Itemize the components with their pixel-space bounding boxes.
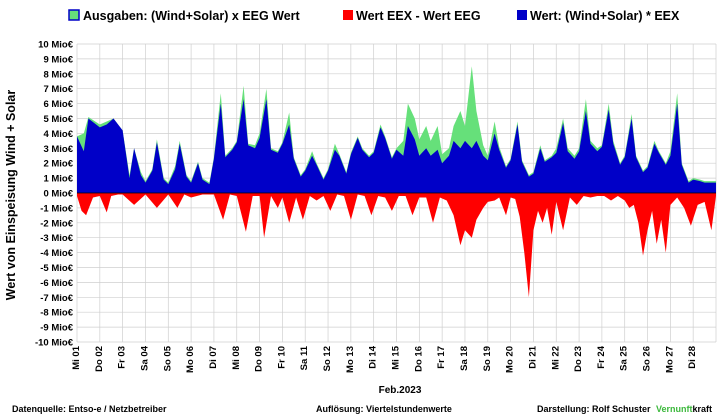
x-tick-label: Di 21 [527, 345, 538, 368]
x-tick-label: Do 02 [94, 346, 105, 372]
y-tick-label: 2 Mio€ [43, 159, 73, 170]
x-tick-label: So 12 [322, 346, 333, 371]
footer-brand: Vernunftkraft [656, 404, 712, 414]
x-tick-label: Sa 04 [139, 345, 150, 371]
footer-resolution: Auflösung: Viertelstundenwerte [316, 404, 452, 414]
y-tick-label: -5 Mio€ [40, 263, 73, 274]
area-eex-minus-eeg [77, 193, 716, 298]
footer-source: Datenquelle: Entso-e / Netzbetreiber [12, 404, 167, 414]
footer-brand-part2: kraft [693, 404, 713, 414]
legend-label-eeg: Ausgaben: (Wind+Solar) x EEG Wert [83, 9, 301, 23]
y-tick-label: 6 Mio€ [43, 99, 73, 110]
legend-swatch-diff [343, 10, 353, 20]
x-tick-label: Mi 22 [550, 346, 561, 370]
x-tick-label: Mo 20 [505, 346, 516, 373]
x-tick-label: Do 16 [413, 346, 424, 372]
y-tick-label: 5 Mio€ [43, 114, 73, 125]
x-tick-label: Di 14 [368, 345, 379, 368]
x-tick-label: So 19 [482, 346, 493, 371]
x-tick-label: Fr 17 [436, 346, 447, 369]
data-areas [77, 66, 716, 298]
x-tick-label: Mi 15 [391, 345, 402, 369]
legend-label-diff: Wert EEX - Wert EEG [356, 9, 481, 23]
x-tick-label: Mi 01 [71, 345, 82, 369]
x-tick-label: Mo 13 [345, 346, 356, 373]
y-tick-label: 0 Mio€ [43, 189, 73, 200]
y-tick-label: 4 Mio€ [43, 129, 73, 140]
x-tick-label: Fr 10 [276, 346, 287, 369]
x-tick-label: Di 28 [687, 346, 698, 369]
y-tick-label: -4 Mio€ [40, 248, 73, 259]
y-tick-label: -1 Mio€ [40, 203, 73, 214]
x-tick-label: Fr 24 [596, 345, 607, 368]
x-axis-label: Feb.2023 [379, 385, 422, 396]
y-axis-label: Wert von Einspeisung Wind + Solar [4, 90, 18, 301]
x-tick-label: So 05 [162, 345, 173, 371]
footer: Datenquelle: Entso-e / Netzbetreiber Auf… [12, 404, 712, 414]
x-tick-label: Mi 08 [231, 346, 242, 370]
legend-label-eex: Wert: (Wind+Solar) * EEX [530, 9, 680, 23]
y-tick-label: -6 Mio€ [40, 278, 73, 289]
x-tick-label: Sa 25 [619, 345, 630, 371]
x-tick-label: Sa 18 [459, 346, 470, 371]
y-tick-label: -3 Mio€ [40, 233, 73, 244]
x-tick-label: Do 23 [573, 346, 584, 372]
legend-swatch-eeg [68, 9, 80, 21]
y-tick-label: -2 Mio€ [40, 218, 73, 229]
y-tick-label: 9 Mio€ [43, 54, 73, 65]
legend: Ausgaben: (Wind+Solar) x EEG Wert Wert E… [68, 9, 680, 23]
area-wind-solar-eex [77, 99, 716, 193]
x-axis-ticks: Mi 01 Do 02 Fr 03 Sa 04 So 05 Mo 06 Di 07 Mi 08… [71, 345, 698, 373]
footer-author: Darstellung: Rolf Schuster [537, 404, 651, 414]
y-tick-label: 3 Mio€ [43, 144, 73, 155]
y-tick-label: 1 Mio€ [43, 174, 73, 185]
y-tick-label: -9 Mio€ [40, 323, 73, 334]
x-tick-label: Mo 06 [185, 346, 196, 373]
y-tick-label: -7 Mio€ [40, 293, 73, 304]
y-tick-label: 7 Mio€ [43, 84, 73, 95]
footer-brand-part1: Vernunft [656, 404, 693, 414]
y-axis-ticks: 10 Mio€ 9 Mio€ 8 Mio€ 7 Mio€ 6 Mio€ 5 Mio€ 4 M… [35, 40, 74, 349]
x-tick-label: Sa 11 [299, 345, 310, 370]
x-tick-label: Mo 27 [664, 346, 675, 373]
y-tick-label: -8 Mio€ [40, 308, 73, 319]
x-tick-label: So 26 [642, 346, 653, 371]
y-tick-label: -10 Mio€ [35, 338, 74, 349]
x-tick-label: Di 07 [208, 346, 219, 369]
y-tick-label: 10 Mio€ [38, 40, 74, 51]
legend-swatch-eex [517, 10, 527, 20]
y-tick-label: 8 Mio€ [43, 69, 73, 80]
x-tick-label: Fr 03 [117, 346, 128, 369]
x-tick-label: Do 09 [254, 346, 265, 372]
